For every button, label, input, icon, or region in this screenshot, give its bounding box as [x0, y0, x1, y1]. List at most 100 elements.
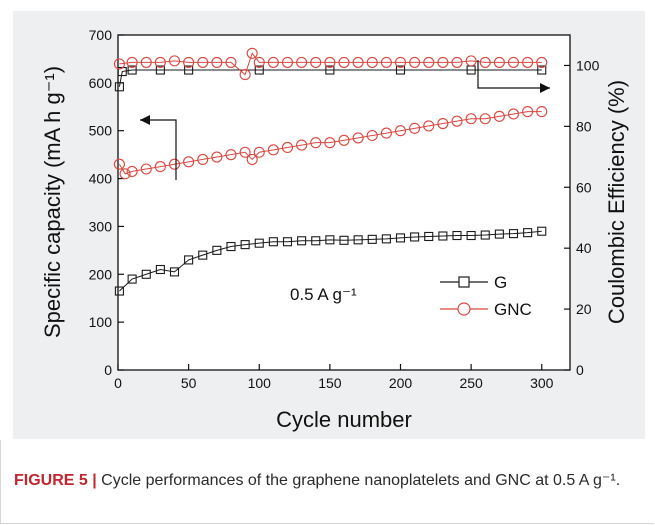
x-tick-label: 150: [318, 375, 342, 391]
data-point-g: [325, 235, 335, 245]
data-point-gnc: [246, 153, 258, 165]
data-point-g: [410, 232, 420, 242]
caption-figure-label: FIGURE 5: [14, 472, 88, 489]
figure-caption: FIGURE 5 | Cycle performances of the gra…: [14, 470, 644, 492]
y-left-tick-label: 700: [89, 27, 113, 43]
y-right-tick-label: 0: [576, 362, 584, 378]
x-tick-label: 100: [248, 375, 272, 391]
caption-text: Cycle performances of the graphene nanop…: [101, 472, 621, 489]
data-point-g: [114, 286, 124, 296]
plot-area: [117, 34, 571, 371]
cycle-performance-chart: 0 50 100 150 200 250 3000100200300400500600700…: [40, 27, 629, 432]
data-point-g: [508, 229, 519, 239]
caption-separator: |: [87, 472, 102, 489]
data-point-gnc: [197, 153, 209, 165]
caption-box: FIGURE 5 | Cycle performances of the gra…: [0, 440, 654, 524]
data-point-gnc: [119, 168, 131, 180]
data-point-g: [268, 237, 278, 247]
data-point-gnc: [140, 163, 152, 175]
data-point-gnc: [126, 165, 138, 177]
callout-left-arrowhead: [140, 115, 150, 125]
data-point-g: [184, 255, 194, 265]
data-point-gnc: [536, 106, 548, 118]
data-point-gnc: [113, 158, 125, 170]
data-point-g: [169, 267, 180, 277]
data-point-gnc: [267, 56, 279, 68]
data-point-g: [523, 228, 533, 238]
y-left-tick-label: 600: [89, 75, 113, 91]
data-point-g: [339, 235, 349, 245]
data-point-g: [155, 65, 165, 75]
data-point-gnc: [126, 56, 138, 68]
data-point-gnc: [183, 156, 195, 168]
y-left-tick-label: 100: [89, 314, 113, 330]
x-tick-label: 200: [389, 375, 413, 391]
y-left-tick-label: 200: [89, 266, 113, 282]
data-point-gnc: [310, 137, 322, 149]
callout-right-arrow: [477, 60, 550, 89]
x-tick-label: 300: [530, 375, 554, 391]
data-point-gnc: [437, 117, 449, 130]
data-marks: [113, 47, 548, 296]
data-point-gnc: [409, 56, 421, 68]
data-point-gnc: [394, 56, 407, 68]
data-point-gnc: [451, 115, 463, 127]
x-tick-label: 50: [181, 375, 197, 391]
data-point-g: [127, 65, 137, 75]
data-point-gnc: [536, 56, 548, 68]
data-point-g: [353, 235, 363, 245]
y-left-tick-label: 0: [104, 362, 112, 378]
data-point-gnc: [338, 134, 350, 146]
y-right-tick-label: 40: [576, 240, 592, 256]
y-right-tick-label: 60: [576, 179, 592, 195]
data-point-g: [254, 65, 264, 75]
data-point-gnc: [154, 161, 166, 173]
data-point-gnc: [324, 137, 336, 149]
y-left-tick-label: 300: [89, 218, 113, 234]
data-point-gnc: [465, 55, 477, 67]
data-point-gnc: [296, 56, 308, 68]
data-point-gnc: [493, 56, 505, 68]
data-point-gnc: [296, 139, 308, 151]
data-point-gnc: [225, 56, 237, 68]
data-point-g: [198, 250, 208, 260]
y-right-tick-label: 20: [576, 301, 592, 317]
data-point-g: [466, 230, 476, 241]
series-line-g: [119, 230, 542, 292]
data-point-gnc: [281, 141, 294, 154]
x-tick-label: 250: [459, 375, 483, 391]
data-point-g: [127, 274, 137, 284]
data-point-gnc: [225, 149, 237, 161]
data-point-gnc: [522, 106, 534, 118]
series-line-g: [118, 69, 542, 87]
x-tick-label: 0: [114, 375, 122, 391]
legend-label-g: G: [494, 273, 507, 292]
data-point-gnc: [465, 113, 477, 125]
data-point-gnc: [423, 120, 435, 132]
data-point-g: [537, 65, 547, 75]
x-axis-title: Cycle number: [276, 407, 412, 432]
data-point-gnc: [409, 122, 421, 134]
data-point-gnc: [423, 56, 435, 68]
data-point-gnc: [507, 56, 520, 68]
data-point-g: [311, 236, 321, 246]
data-point-gnc: [253, 56, 265, 68]
data-point-gnc: [253, 146, 265, 158]
legend: G GNC: [440, 273, 532, 319]
data-point-gnc: [183, 56, 195, 68]
data-point-gnc: [113, 58, 125, 70]
data-point-gnc: [239, 69, 251, 81]
data-point-g: [114, 82, 124, 92]
data-point-g: [184, 65, 194, 75]
data-point-g: [240, 240, 250, 250]
data-point-gnc: [479, 113, 491, 125]
data-point-g: [395, 233, 406, 243]
y-right-axis-title: Coulombic Efficiency (%): [604, 80, 629, 324]
data-point-g: [537, 226, 547, 236]
data-point-gnc: [338, 56, 350, 68]
data-point-g: [212, 245, 222, 255]
annotation-current-density: 0.5 A g⁻¹: [290, 285, 357, 304]
data-point-g: [424, 231, 434, 242]
data-point-g: [395, 65, 406, 75]
legend-marker-g: [458, 276, 470, 288]
